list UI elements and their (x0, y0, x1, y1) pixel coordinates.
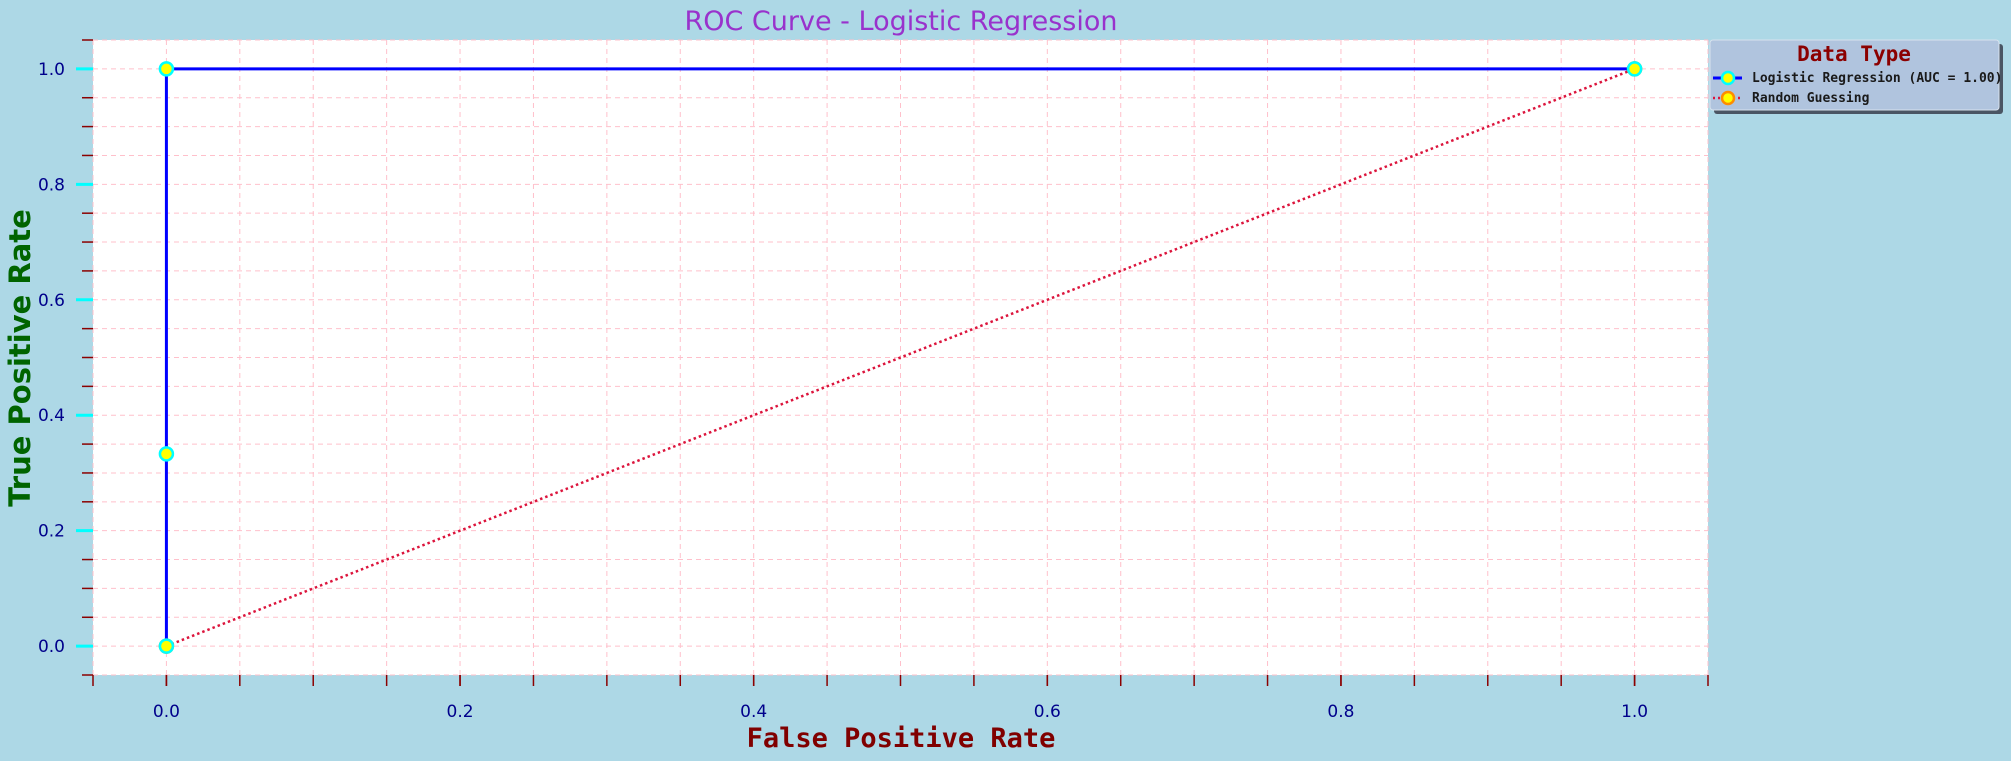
chart-title: ROC Curve - Logistic Regression (684, 6, 1117, 37)
legend-title: Data Type (1797, 42, 1911, 66)
legend: Data Type Logistic Regression (AUC = 1.0… (1709, 39, 2003, 114)
legend-box (1709, 39, 2000, 111)
series-line-0 (164, 67, 1635, 647)
x-tick-label: 0.6 (1034, 702, 1061, 722)
y-tick-label: 0.8 (38, 175, 65, 195)
y-tick-label: 1.0 (38, 60, 65, 80)
y-tick-label: 0.0 (38, 637, 65, 657)
legend-marker-random (1720, 90, 1736, 106)
data-point-0 (158, 638, 175, 654)
series-line-1 (165, 67, 1636, 648)
data-point-0 (158, 61, 175, 77)
series-layer (158, 61, 1643, 654)
y-axis-label: True Positive Rate (3, 209, 37, 507)
legend-marker-logistic (1720, 70, 1736, 86)
x-tick-label: 0.0 (153, 702, 180, 722)
x-tick-label: 0.2 (447, 702, 474, 722)
tick-labels: 0.0 0.2 0.4 0.6 0.8 1.0 0.0 0.2 0.4 0.6 0.8 1.0 (38, 60, 1648, 722)
x-axis-label: False Positive Rate (747, 723, 1056, 754)
y-tick-label: 0.2 (38, 522, 65, 542)
x-tick-label: 0.8 (1327, 702, 1354, 722)
data-point-0 (158, 446, 175, 462)
grid-lines (92, 39, 1709, 676)
y-tick-label: 0.6 (38, 291, 65, 311)
legend-entry-logistic: Logistic Regression (AUC = 1.00) (1752, 71, 2002, 86)
x-tick-label: 0.4 (740, 702, 767, 722)
y-tick-label: 0.4 (38, 406, 65, 426)
x-tick-label: 1.0 (1621, 702, 1648, 722)
axis-ticks (76, 39, 1709, 686)
data-point-0 (1626, 61, 1643, 77)
legend-entry-random: Random Guessing (1752, 91, 1869, 106)
